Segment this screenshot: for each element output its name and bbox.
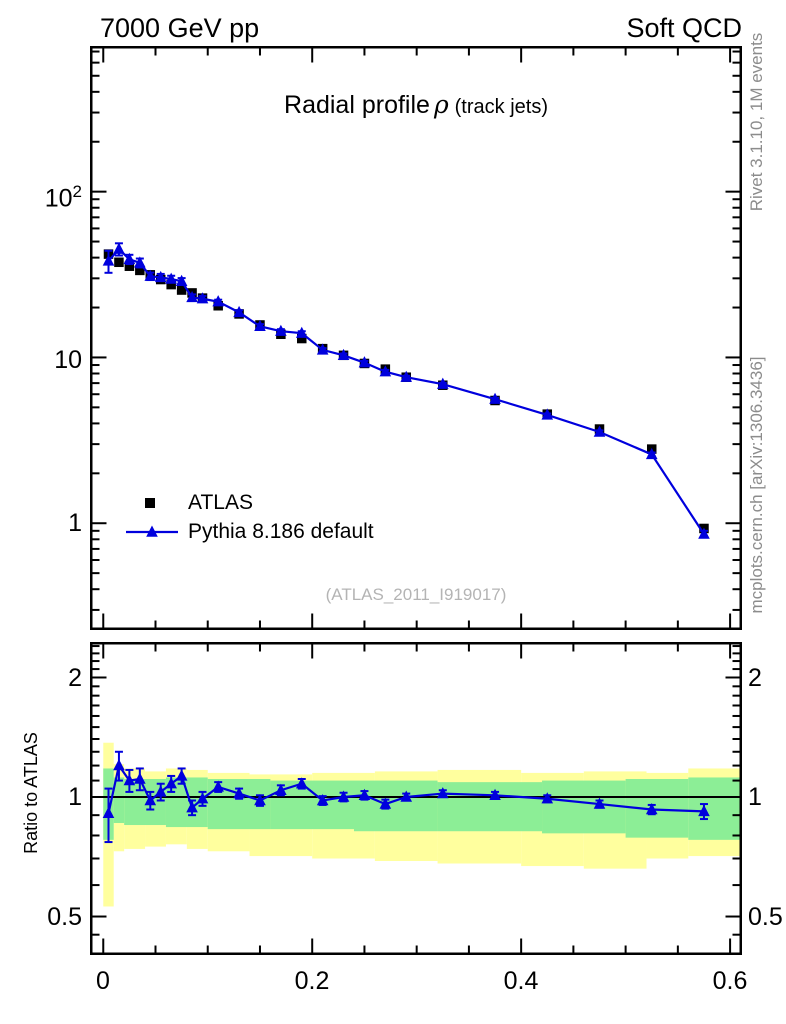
legend-pythia-marker: [126, 525, 178, 537]
x-tick-label-02: 0.2: [294, 967, 330, 995]
ratio-tick-1-left: 1: [68, 783, 82, 811]
x-axis-ticks: [102, 643, 732, 954]
panel-frame: [90, 642, 742, 955]
x-tick-label-04: 0.4: [503, 967, 539, 995]
ratio-tick-05-right: 0.5: [748, 903, 783, 931]
x-tick-label-06: 0.6: [712, 967, 748, 995]
ratio-tick-1-right: 1: [748, 783, 762, 811]
y-axis-ticks: [91, 50, 741, 611]
legend-atlas-label: ATLAS: [188, 491, 253, 514]
mcplots-arxiv-label: mcplots.cern.ch [arXiv:1306.3436]: [747, 356, 766, 614]
beam-energy-label: 7000 GeV pp: [100, 13, 260, 43]
x-axis-ticks: [102, 47, 732, 629]
main-plot-canvas: [90, 46, 742, 630]
ratio-uncertainty-band-inner: [103, 768, 742, 840]
plot-title: Radial profile ρ (track jets): [90, 90, 742, 120]
rho-symbol: ρ: [433, 90, 449, 119]
y-tick-label-10: 10: [54, 346, 82, 374]
pythia-data-points: [102, 242, 710, 539]
ratio-plot-canvas: [90, 642, 742, 955]
legend-markers: [126, 498, 178, 537]
ratio-data-points: [102, 759, 710, 818]
ratio-y-axis-ticks: [91, 645, 741, 936]
process-group-label: Soft QCD: [626, 13, 742, 43]
panel-frame: [90, 46, 742, 630]
y-tick-label-1: 1: [68, 509, 82, 537]
rivet-version-label: Rivet 3.1.10, 1M events: [747, 32, 766, 212]
plot-title-main: Radial profile: [284, 91, 430, 119]
y-tick-label-100: 102: [44, 182, 82, 213]
ratio-tick-2-left: 2: [68, 664, 82, 692]
analysis-watermark: (ATLAS_2011_I919017): [325, 585, 507, 604]
plot-title-suffix: (track jets): [454, 96, 548, 118]
ratio-tick-2-right: 2: [748, 664, 762, 692]
legend-atlas-marker: [145, 498, 155, 508]
ratio-tick-05-left: 0.5: [47, 903, 82, 931]
x-tick-label-0: 0: [96, 967, 110, 995]
legend-pythia-label: Pythia 8.186 default: [188, 520, 374, 543]
